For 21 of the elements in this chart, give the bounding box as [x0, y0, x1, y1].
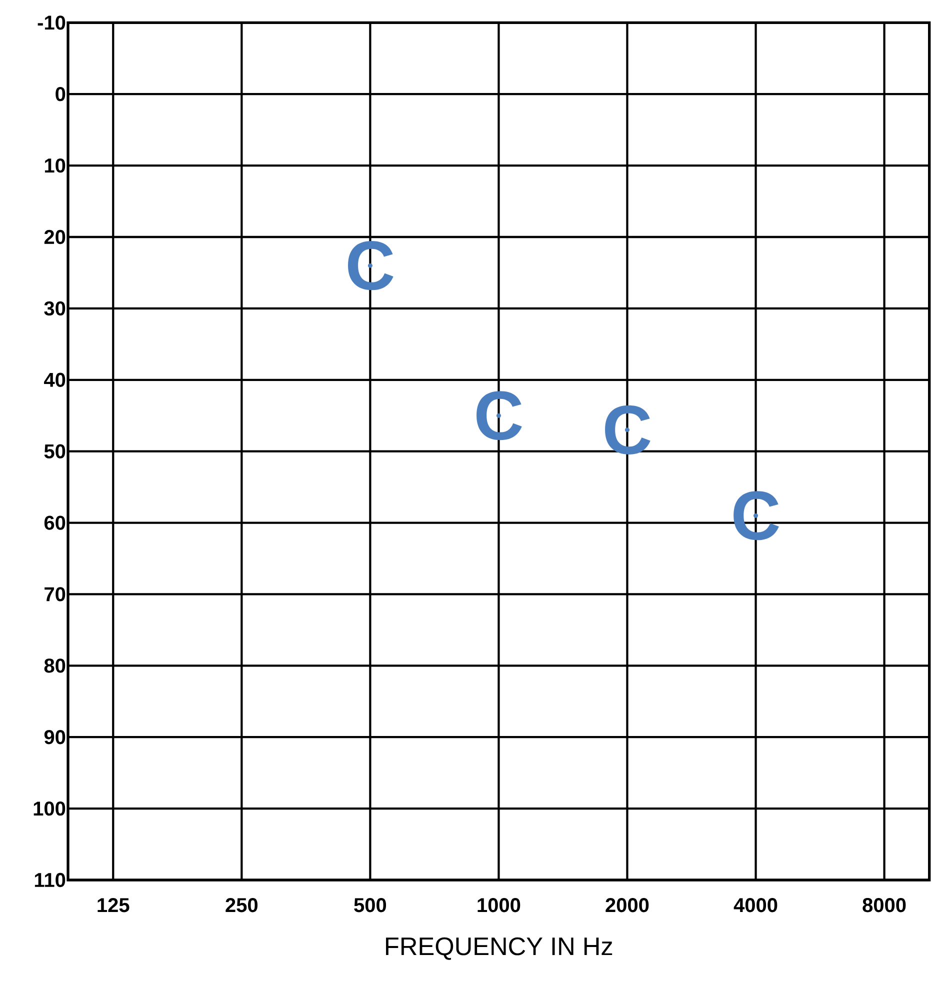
y-tick-label: 0: [55, 87, 65, 102]
y-tick-label: 20: [44, 230, 65, 244]
x-tick-label: 4000: [734, 898, 778, 912]
y-tick-label: 30: [44, 301, 65, 316]
y-tick-label: 70: [44, 587, 65, 602]
y-tick-label: 110: [34, 872, 65, 888]
x-axis-title: FREQUENCY IN Hz: [386, 937, 612, 960]
y-tick-label: 60: [44, 516, 65, 530]
y-tick-label: 90: [44, 730, 65, 744]
x-tick-label: 1000: [478, 898, 520, 912]
y-tick-label: 40: [44, 372, 65, 387]
y-tick-label: 50: [44, 444, 65, 458]
y-tick-label: 100: [34, 801, 65, 816]
y-tick-label: -10: [38, 16, 65, 30]
y-tick-label: 10: [44, 158, 65, 173]
x-tick-label: 125: [98, 898, 130, 912]
x-tick-label: 2000: [606, 898, 648, 912]
x-tick-label: 250: [226, 898, 258, 912]
y-tick-label: 80: [44, 658, 65, 673]
x-tick-label: 8000: [862, 898, 906, 912]
x-tick-label: 500: [354, 898, 386, 912]
